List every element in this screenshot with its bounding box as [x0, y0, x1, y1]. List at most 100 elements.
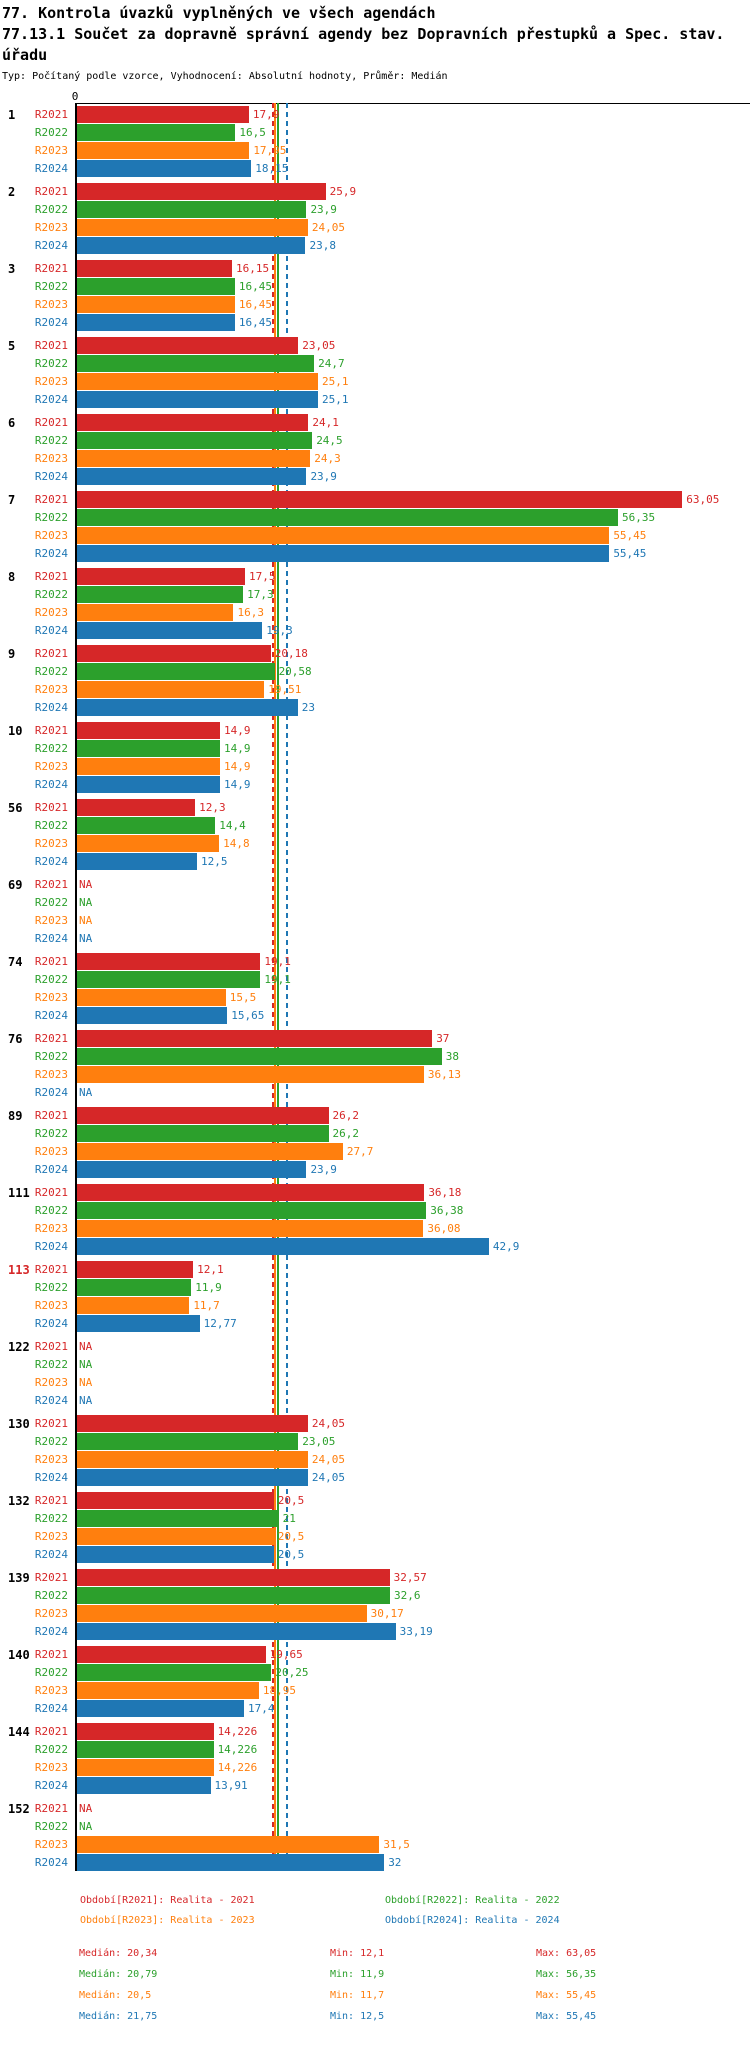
legend-item: Období[R2024]: Realita - 2024: [385, 1915, 560, 1926]
bar-value-label: 26,2: [332, 1127, 360, 1140]
bar: [77, 1238, 489, 1255]
stats-row: Medián: 20,5 Min: 11,7 Max: 55,45: [0, 1985, 750, 2006]
series-label: R2024: [34, 1702, 68, 1715]
na-value-label: NA: [79, 914, 93, 927]
bar-value-label: 24,7: [318, 357, 345, 370]
series-label: R2021: [34, 1417, 68, 1430]
bar-group-9: 9 R2021 20,18 R2022 20,58 R2023 19,51 R2024 23: [0, 645, 750, 716]
median-line-r2023: [273, 103, 276, 1871]
bar-value-label: 18,15: [255, 162, 289, 175]
bar-row: R2023 24,05: [0, 219, 750, 236]
bar-row: R2024 13,91: [0, 1777, 750, 1794]
bar-value-label: 30,17: [370, 1607, 404, 1620]
bar-value-label: 36,38: [430, 1204, 464, 1217]
bar-group-140: 140 R2021 19,65 R2022 20,25 R2023 18,95 R2024 17…: [0, 1646, 750, 1717]
bar-value-label: 15,5: [229, 991, 257, 1004]
bar: [77, 1623, 396, 1640]
series-label: R2021: [34, 1802, 68, 1815]
series-label: R2023: [34, 1761, 68, 1774]
bar-row: R2022 23,9: [0, 201, 750, 218]
bar: [77, 1433, 299, 1450]
bar-row: R2024 23,9: [0, 1161, 750, 1178]
bar: [77, 1202, 427, 1219]
bar-row: R2022 20,25: [0, 1664, 750, 1681]
bar-value-label: 21: [282, 1512, 296, 1525]
bar-value-label: 36,18: [428, 1186, 462, 1199]
bar-row: R2022 14,226: [0, 1741, 750, 1758]
bar-row: R2022 NA: [0, 894, 750, 911]
series-label: R2022: [34, 588, 68, 601]
bar: [77, 1048, 442, 1065]
series-label: R2024: [34, 1009, 68, 1022]
bar-value-label: 14,226: [217, 1743, 258, 1756]
series-label: R2024: [34, 1471, 68, 1484]
bar-group-76: 76 R2021 37 R2022 38 R2023 36,13 R2024 NA: [0, 1030, 750, 1101]
bar: [77, 853, 197, 870]
na-value-label: NA: [79, 932, 93, 945]
min-stat: Min: 12,5: [330, 2011, 385, 2022]
bar-value-label: 12,77: [203, 1317, 237, 1330]
bar: [77, 183, 326, 200]
bar-value-label: 56,35: [621, 511, 656, 524]
bar-value-label: 63,05: [686, 493, 720, 506]
bar-value-label: 24,05: [311, 1417, 345, 1430]
series-label: R2024: [34, 162, 68, 175]
series-label: R2021: [34, 878, 68, 891]
bar-value-label: 24,5: [316, 434, 343, 447]
bar-row: R2024 23,9: [0, 468, 750, 485]
na-value-label: NA: [79, 1820, 93, 1833]
bar-row: R2024 23,8: [0, 237, 750, 254]
series-label: R2024: [34, 778, 68, 791]
bar-row: R2021 26,2: [0, 1107, 750, 1124]
bar-value-label: 19,1: [264, 973, 291, 986]
stats-row: Medián: 21,75 Min: 12,5 Max: 55,45: [0, 2006, 750, 2027]
bar-value-label: 24,05: [311, 1471, 345, 1484]
series-label: R2021: [34, 262, 68, 275]
series-label: R2021: [34, 724, 68, 737]
report-subtitle: 77.13.1 Součet za dopravně správní agend…: [2, 25, 725, 64]
bar: [77, 1546, 274, 1563]
bar: [77, 160, 252, 177]
bar: [77, 545, 610, 562]
bar-value-label: 16,15: [236, 262, 270, 275]
bar: [77, 1030, 433, 1047]
bar: [77, 414, 309, 431]
group-number: 3: [8, 262, 16, 276]
series-label: R2024: [34, 1548, 68, 1561]
series-label: R2021: [34, 1494, 68, 1507]
bar-value-label: 13,91: [214, 1779, 248, 1792]
bar: [77, 568, 245, 585]
bar-row: R2021 16,15: [0, 260, 750, 277]
bar-row: R2021 37: [0, 1030, 750, 1047]
median-stat: Medián: 20,34: [79, 1948, 158, 1959]
bar-value-label: 19,51: [268, 683, 302, 696]
series-label: R2021: [34, 801, 68, 814]
series-label: R2023: [34, 1838, 68, 1851]
series-label: R2024: [34, 316, 68, 329]
bar-value-label: 20,18: [274, 647, 308, 660]
series-label: R2022: [34, 511, 68, 524]
legend-item: Období[R2022]: Realita - 2022: [385, 1895, 560, 1906]
series-label: R2022: [34, 819, 68, 832]
bar-row: R2022 56,35: [0, 509, 750, 526]
bar-row: R2022 NA: [0, 1356, 750, 1373]
bar: [77, 776, 221, 793]
bar: [77, 681, 265, 698]
bar-row: R2024 17,4: [0, 1700, 750, 1717]
series-label: R2023: [34, 1299, 68, 1312]
series-label: R2022: [34, 665, 68, 678]
bar-row: R2023 NA: [0, 912, 750, 929]
bar-value-label: 16,45: [238, 316, 273, 329]
bar-group-1: 1 R2021 17,9 R2022 16,5 R2023 17,95 R2024 18,15: [0, 106, 750, 177]
bar-row: R2021 20,18: [0, 645, 750, 662]
series-label: R2021: [34, 1109, 68, 1122]
series-label: R2021: [34, 416, 68, 429]
bar: [77, 1161, 307, 1178]
bar-row: R2024 18,15: [0, 160, 750, 177]
bar-value-label: 23,8: [309, 239, 336, 252]
series-label: R2024: [34, 932, 68, 945]
bar-row: R2023 14,8: [0, 835, 750, 852]
axis-label-row: 0: [0, 87, 750, 103]
bar: [77, 1759, 214, 1776]
bar-row: R2022 24,5: [0, 432, 750, 449]
